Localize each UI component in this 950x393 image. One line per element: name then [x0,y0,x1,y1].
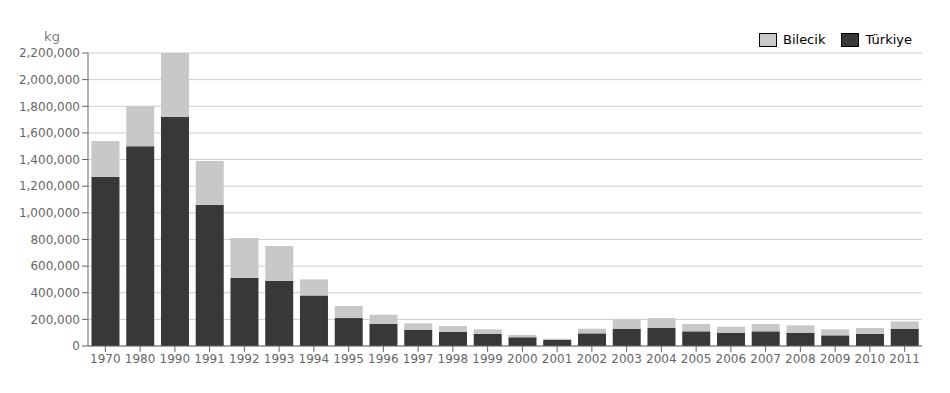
svg-text:1,600,000: 1,600,000 [19,126,80,140]
svg-text:1996: 1996 [368,352,399,366]
svg-text:1998: 1998 [438,352,469,366]
html-text:Türkiye: Türkiye [865,32,912,47]
svg-text:1,400,000: 1,400,000 [19,153,80,167]
html-text:Bilecik: Bilecik [783,32,826,47]
svg-text:1991: 1991 [194,352,225,366]
svg-text:1992: 1992 [229,352,260,366]
svg-text:2010: 2010 [855,352,886,366]
svg-text:1997: 1997 [403,352,434,366]
svg-text:2000: 2000 [507,352,538,366]
svg-text:2005: 2005 [681,352,712,366]
svg-text:0: 0 [72,339,80,353]
svg-text:2002: 2002 [577,352,608,366]
svg-text:2007: 2007 [750,352,781,366]
svg-text:400,000: 400,000 [30,286,80,300]
svg-text:1970: 1970 [90,352,121,366]
svg-text:1993: 1993 [264,352,295,366]
svg-text:200,000: 200,000 [30,313,80,327]
svg-text:2006: 2006 [716,352,747,366]
svg-text:2003: 2003 [611,352,642,366]
svg-text:2001: 2001 [542,352,573,366]
svg-text:1,200,000: 1,200,000 [19,179,80,193]
svg-text:800,000: 800,000 [30,233,80,247]
svg-text:600,000: 600,000 [30,259,80,273]
svg-text:1994: 1994 [299,352,330,366]
svg-text:1990: 1990 [160,352,191,366]
svg-text:1980: 1980 [125,352,156,366]
svg-text:2008: 2008 [785,352,816,366]
svg-text:1999: 1999 [472,352,503,366]
svg-text:kg: kg [44,29,60,44]
svg-text:2011: 2011 [889,352,920,366]
svg-text:1,800,000: 1,800,000 [19,100,80,114]
svg-text:2,200,000: 2,200,000 [19,46,80,60]
svg-text:2009: 2009 [820,352,851,366]
svg-text:2,000,000: 2,000,000 [19,73,80,87]
svg-text:1,000,000: 1,000,000 [19,206,80,220]
svg-text:1995: 1995 [333,352,364,366]
svg-text:2004: 2004 [646,352,677,366]
